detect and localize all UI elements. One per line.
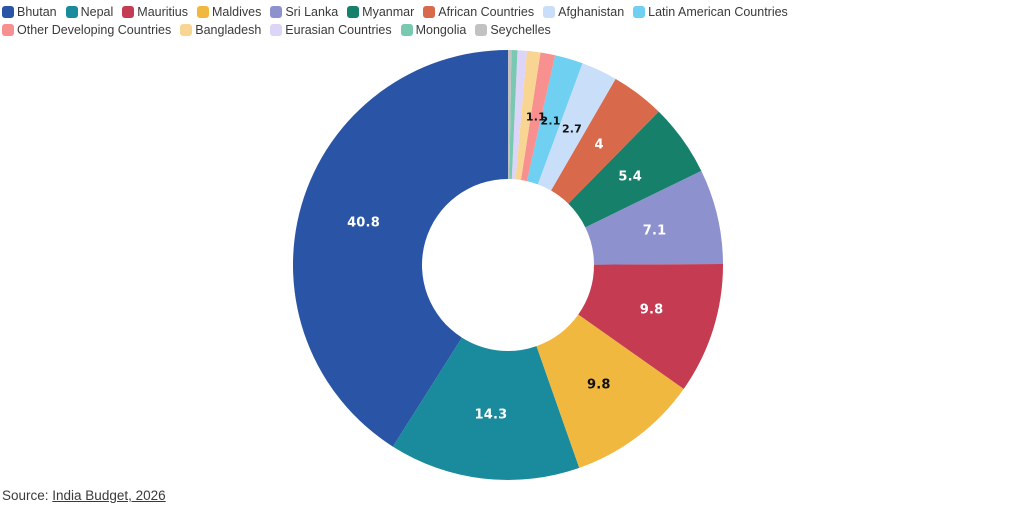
legend-item-sri-lanka[interactable]: Sri Lanka — [270, 5, 338, 19]
slice-afghanistan — [537, 63, 616, 191]
legend-item-afghanistan[interactable]: Afghanistan — [543, 5, 624, 19]
legend-item-latin-american-countries[interactable]: Latin American Countries — [633, 5, 788, 19]
legend-label: Mauritius — [137, 5, 189, 19]
legend-item-bhutan[interactable]: Bhutan — [2, 5, 57, 19]
legend-swatch-eurasian-countries — [270, 24, 283, 36]
legend-label: Mongolia — [415, 23, 467, 37]
legend-item-eurasian-countries[interactable]: Eurasian Countries — [270, 23, 392, 37]
legend-label: Latin American Countries — [648, 5, 788, 19]
legend-swatch-latin-american-countries — [633, 6, 646, 18]
source-link[interactable]: India Budget, 2026 — [52, 488, 166, 503]
legend: Bhutan Nepal Mauritius Maldives Sri Lanka Mya… — [2, 3, 788, 39]
legend-label: Eurasian Countries — [285, 23, 392, 37]
legend-swatch-maldives — [197, 6, 210, 18]
legend-swatch-nepal — [65, 6, 78, 18]
legend-swatch-sri-lanka — [270, 6, 283, 18]
legend-label: Maldives — [212, 5, 262, 19]
slice-maldives — [536, 314, 684, 468]
slice-mongolia — [509, 50, 518, 180]
slice-seychelles — [508, 50, 512, 180]
legend-row-1: Bhutan Nepal Mauritius Maldives Sri Lanka Mya… — [2, 3, 788, 21]
legend-item-seychelles[interactable]: Seychelles — [475, 23, 551, 37]
legend-label: Bangladesh — [195, 23, 262, 37]
legend-item-mauritius[interactable]: Mauritius — [122, 5, 188, 19]
legend-label: Seychelles — [490, 23, 551, 37]
legend-swatch-mauritius — [122, 6, 135, 18]
source-prefix: Source: — [2, 488, 53, 503]
legend-swatch-bangladesh — [180, 24, 193, 36]
legend-swatch-african-countries — [423, 6, 436, 18]
legend-swatch-other-developing-countries — [2, 24, 14, 36]
legend-swatch-mongolia — [400, 24, 413, 36]
slice-mauritius — [578, 263, 724, 389]
legend-item-nepal[interactable]: Nepal — [65, 5, 114, 19]
slice-eurasian-countries — [511, 50, 527, 180]
legend-swatch-afghanistan — [543, 6, 556, 18]
legend-item-other-developing-countries[interactable]: Other Developing Countries — [2, 23, 171, 37]
legend-item-bangladesh[interactable]: Bangladesh — [180, 23, 261, 37]
slice-african-countries — [551, 78, 659, 204]
legend-swatch-bhutan — [2, 6, 14, 18]
legend-label: Sri Lanka — [285, 5, 339, 19]
slice-bhutan — [292, 50, 508, 447]
legend-item-maldives[interactable]: Maldives — [197, 5, 261, 19]
legend-label: Myanmar — [362, 5, 415, 19]
legend-label: Other Developing Countries — [17, 23, 172, 37]
slice-bangladesh — [515, 50, 541, 180]
slice-other-developing-countries — [520, 52, 556, 182]
legend-swatch-myanmar — [347, 6, 360, 18]
slice-sri-lanka — [585, 170, 723, 265]
slice-nepal — [392, 337, 580, 481]
legend-swatch-seychelles — [475, 24, 488, 36]
legend-row-2: Other Developing Countries Bangladesh Eura… — [2, 21, 788, 39]
legend-item-mongolia[interactable]: Mongolia — [400, 23, 467, 37]
legend-item-african-countries[interactable]: African Countries — [423, 5, 534, 19]
legend-label: Bhutan — [17, 5, 57, 19]
source-note: Source: India Budget, 2026 — [2, 488, 166, 503]
slice-latin-american-countries — [526, 55, 583, 185]
slice-myanmar — [568, 111, 702, 228]
legend-label: Nepal — [80, 5, 114, 19]
legend-item-myanmar[interactable]: Myanmar — [347, 5, 414, 19]
legend-label: African Countries — [438, 5, 535, 19]
legend-label: Afghanistan — [558, 5, 625, 19]
